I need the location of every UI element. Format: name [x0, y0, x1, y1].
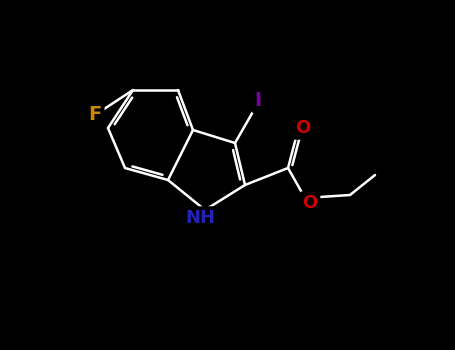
Text: NH: NH [185, 209, 215, 227]
Text: O: O [303, 194, 318, 212]
Text: F: F [88, 105, 101, 125]
Text: O: O [295, 119, 311, 137]
Text: I: I [254, 91, 262, 111]
